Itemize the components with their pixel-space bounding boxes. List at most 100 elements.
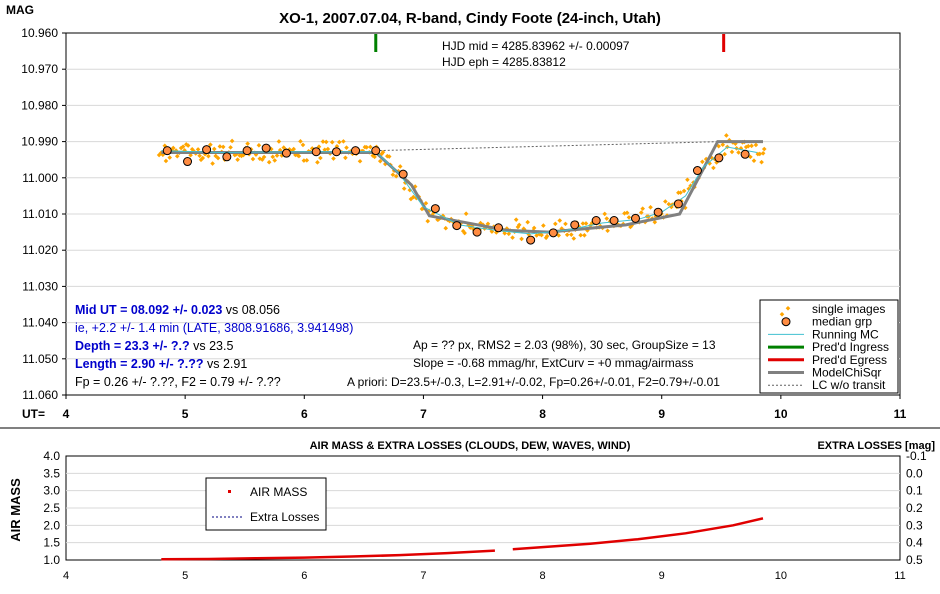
single-image-point (760, 150, 766, 156)
single-image-point (393, 173, 399, 179)
single-image-point (270, 154, 276, 160)
single-image-point (443, 225, 449, 231)
single-image-point (716, 143, 721, 149)
single-image-point (506, 231, 512, 237)
median-group-point (452, 221, 462, 231)
single-image-point (564, 232, 570, 238)
median-group-point (242, 146, 252, 156)
single-image-point (211, 146, 217, 152)
single-image-point (494, 230, 499, 235)
single-image-point (318, 155, 323, 161)
airmass-series (161, 517, 764, 561)
single-image-point (526, 232, 532, 237)
slope-line: Slope = -0.68 mmag/hr, ExtCurv = +0 mmag… (413, 356, 693, 370)
single-image-point (408, 196, 414, 202)
airmass-x-tick-label: 4 (63, 570, 69, 582)
median-group-point (472, 227, 482, 237)
airmass-y-tick-labels: 4.0 3.5 3.0 2.5 2.0 1.5 1.0 (43, 449, 60, 567)
single-image-point (757, 151, 763, 157)
single-image-point (722, 151, 727, 157)
legend-label: LC w/o transit (812, 378, 886, 392)
ap-line: Ap = ?? px, RMS2 = 2.03 (98%), 30 sec, G… (413, 338, 716, 352)
mid-ut-value: Mid UT = 08.092 +/- 0.023 (75, 303, 222, 317)
single-image-point (583, 221, 589, 226)
single-image-point (407, 187, 413, 193)
single-image-point (229, 138, 235, 144)
legend-label: Running MC (812, 327, 879, 341)
single-image-point (386, 154, 392, 159)
y-tick-label: 11.040 (22, 316, 58, 330)
single-image-point (268, 146, 274, 152)
legend-label: median grp (812, 315, 872, 329)
single-image-point (397, 164, 403, 169)
single-image-point (257, 156, 263, 161)
single-image-point (557, 218, 563, 223)
extra-losses-tick-label: 0.2 (906, 501, 923, 515)
median-group-point (714, 153, 724, 163)
median-group-point (162, 146, 172, 156)
single-image-point (368, 144, 373, 150)
single-image-point (534, 233, 539, 238)
x-tick-label: 11 (894, 407, 907, 421)
legend-label: Pred'd Egress (812, 353, 887, 367)
single-image-point (412, 184, 418, 189)
single-image-point (462, 230, 467, 236)
median-group-point (493, 223, 503, 233)
length-line: Length = 2.90 +/- ?.?? vs 2.91 (75, 357, 247, 371)
single-image-point (357, 158, 363, 164)
median-group-point (311, 147, 321, 157)
single-image-point (516, 222, 522, 228)
airmass-line (161, 549, 495, 561)
single-image-point (489, 229, 495, 234)
single-image-point (580, 221, 586, 226)
single-image-point (322, 147, 328, 153)
y-tick-label: 11.030 (22, 279, 58, 293)
y-tick-label: 11.000 (22, 171, 58, 185)
single-image-point (468, 225, 473, 230)
single-image-point (711, 165, 716, 171)
single-image-point (686, 186, 692, 192)
single-image-point (539, 232, 544, 238)
single-image-point (215, 155, 221, 161)
legend-label-extra-losses: Extra Losses (250, 510, 319, 524)
single-image-point (746, 143, 751, 149)
single-image-point (260, 157, 265, 162)
single-image-point (709, 155, 714, 160)
extra-losses-tick-label: 0.3 (906, 518, 923, 532)
airmass-x-tick-label: 6 (301, 570, 307, 582)
single-image-point (510, 235, 515, 240)
single-image-point (688, 183, 693, 188)
single-image-point (401, 186, 407, 191)
single-image-point (729, 149, 735, 155)
median-group-point (430, 204, 440, 214)
airmass-x-tick-label: 7 (420, 570, 426, 582)
single-image-point (681, 188, 687, 194)
single-image-point (544, 233, 550, 239)
single-image-point (423, 200, 429, 206)
single-image-point (296, 153, 302, 159)
airmass-grid (66, 472, 900, 544)
single-image-point (648, 204, 653, 210)
extra-losses-tick-label: 0.1 (906, 484, 923, 498)
legend-label: single images (812, 302, 885, 316)
single-image-point (521, 226, 527, 231)
single-image-point (419, 206, 425, 212)
single-image-point (279, 153, 285, 158)
single-image-point (563, 221, 568, 227)
x-tick-label: 9 (658, 407, 665, 421)
predicted-egress-marker (722, 34, 726, 52)
single-image-point (604, 216, 610, 221)
single-image-point (276, 139, 282, 144)
single-image-point (682, 205, 688, 211)
single-image-point (440, 213, 446, 219)
single-image-point (714, 160, 719, 165)
length-compare: vs 2.91 (204, 357, 248, 371)
legend-label-airmass: AIR MASS (250, 485, 307, 499)
airmass-axis-label: AIR MASS (8, 478, 23, 542)
single-image-point (208, 142, 213, 147)
airmass-line (512, 517, 764, 551)
single-image-point (622, 211, 627, 216)
extra-losses-axis-label: EXTRA LOSSES [mag] (817, 440, 935, 452)
single-image-point (156, 152, 162, 158)
single-image-point (372, 154, 377, 160)
